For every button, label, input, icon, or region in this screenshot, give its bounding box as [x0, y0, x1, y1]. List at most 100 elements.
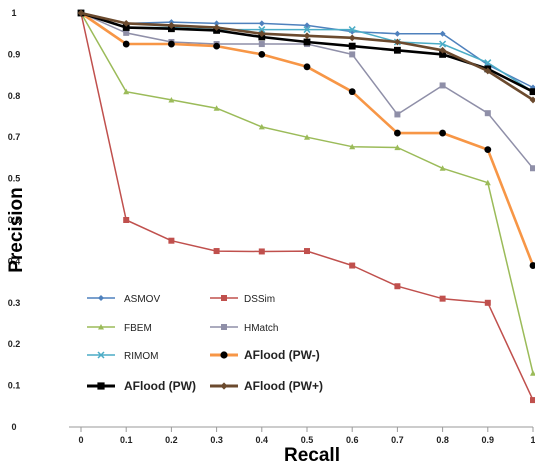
data-point [213, 248, 220, 255]
data-point [439, 30, 446, 37]
data-point [304, 248, 310, 255]
data-point [530, 370, 535, 376]
data-point [122, 24, 130, 31]
data-point [484, 110, 491, 117]
data-point [77, 9, 85, 17]
data-point [122, 40, 130, 48]
y-axis-title: Precision [6, 187, 27, 273]
y-tick-label: 0.9 [8, 49, 21, 59]
legend-swatch-marker [97, 382, 105, 390]
x-tick-label: 0.1 [120, 435, 133, 445]
data-point [349, 143, 356, 150]
data-point [213, 105, 220, 111]
axes: 0 0.1 0.2 0.3 0.4 0.5 0.6 0.7 0.8 0.9 1 0 0.1 0.2 0.3 0… [8, 8, 535, 445]
y-tick-label: 0.2 [8, 339, 21, 349]
legend-label: AFlood (PW-) [244, 348, 320, 362]
data-point [304, 22, 310, 29]
data-point [394, 283, 401, 290]
x-tick-label: 0.8 [436, 435, 449, 445]
data-point [258, 20, 265, 27]
legend-item: AFlood (PW+) [210, 379, 323, 393]
y-tick-label: 0.5 [8, 174, 21, 184]
data-point [168, 22, 175, 29]
data-point [258, 248, 265, 255]
data-point [484, 179, 491, 186]
data-point [123, 29, 130, 36]
data-point [394, 111, 401, 118]
x-tick-label: 0.9 [482, 435, 495, 445]
data-point [439, 165, 446, 171]
legend-item: ASMOV [87, 294, 160, 305]
x-tick-label: 1 [530, 435, 535, 445]
legend-swatch-marker [220, 382, 228, 390]
legend-label: AFlood (PW) [124, 379, 196, 393]
series-asmov [78, 10, 535, 91]
y-tick-label: 0.8 [8, 91, 21, 101]
data-point [530, 397, 535, 404]
x-tick-label: 0.6 [346, 435, 359, 445]
series-line [80, 12, 534, 401]
y-tick-label: 0 [11, 422, 16, 432]
data-point [530, 165, 535, 172]
series-lines [77, 9, 535, 404]
legend-swatch-marker [221, 295, 227, 301]
legend-item: FBEM [87, 323, 152, 334]
data-point [484, 67, 492, 75]
x-tick-label: 0.4 [256, 435, 269, 445]
data-point [484, 299, 491, 306]
y-tick-label: 0.5 [8, 215, 21, 225]
series-aflood-pw [77, 9, 535, 104]
data-point [213, 24, 220, 31]
legend-item: AFlood (PW) [87, 379, 196, 393]
legend-swatch-marker [98, 295, 104, 301]
legend-label: ASMOV [124, 294, 160, 305]
data-point [529, 262, 535, 269]
data-point [348, 26, 356, 34]
data-point [303, 38, 311, 46]
legend-swatch-marker [98, 324, 104, 330]
data-point [394, 38, 401, 46]
y-tick-label: 0.1 [8, 381, 21, 391]
series-aflood-pw [77, 9, 535, 269]
data-point [213, 20, 220, 27]
data-point [439, 129, 446, 137]
x-tick-label: 0.5 [301, 435, 314, 445]
data-point [439, 40, 447, 48]
data-point [168, 237, 175, 244]
data-point [394, 129, 401, 137]
data-point [123, 217, 130, 223]
data-point [258, 41, 265, 48]
data-point [303, 32, 311, 40]
x-tick-label: 0.3 [210, 435, 223, 445]
legend-swatch-marker [221, 324, 227, 330]
data-point [303, 26, 311, 34]
data-point [303, 63, 311, 71]
y-tick-label: 0.3 [8, 298, 21, 308]
data-point [258, 30, 266, 38]
data-point [122, 19, 130, 27]
series-fbem [78, 10, 535, 376]
x-tick-label: 0.7 [391, 435, 404, 445]
x-tick-label: 0.2 [165, 435, 178, 445]
data-point [168, 40, 175, 48]
y-tick-label: 0.7 [8, 132, 21, 142]
legend-item: DSSim [210, 294, 275, 305]
data-point [348, 88, 356, 96]
data-point [484, 59, 492, 67]
legend-item: HMatch [210, 323, 278, 334]
data-point [213, 42, 221, 50]
data-point [529, 88, 535, 96]
data-point [348, 34, 356, 42]
data-point [349, 262, 356, 269]
data-point [258, 26, 266, 34]
legend-label: FBEM [124, 323, 152, 334]
legend-label: DSSim [244, 294, 275, 305]
y-tick-label: 1 [11, 8, 16, 18]
data-point [258, 51, 266, 58]
data-point [394, 30, 401, 37]
x-tick-label: 0 [78, 435, 83, 445]
legend-item: AFlood (PW-) [210, 348, 320, 362]
legend: ASMOV DSSim FBEM HMatch RIMOM AFlood (PW-) AFl… [87, 294, 323, 393]
data-point [258, 123, 265, 130]
